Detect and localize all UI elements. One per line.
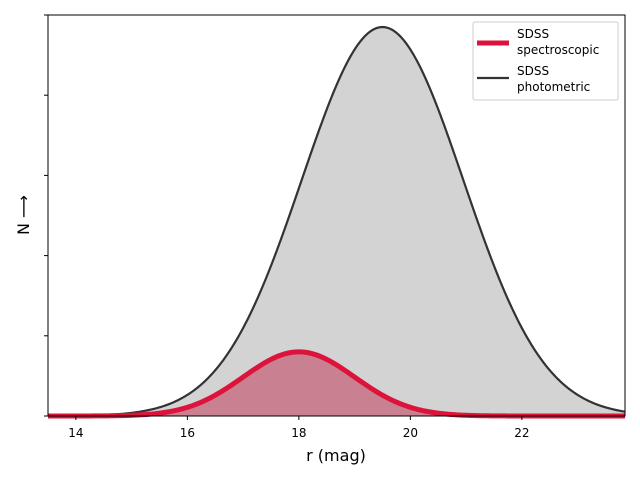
series-fill-photometric [48,27,625,417]
series-fill-spectroscopic [48,351,625,416]
series-fills [48,27,625,417]
x-tick-label: 20 [403,426,418,440]
x-tick-label: 22 [514,426,529,440]
plot-frame [47,14,626,417]
x-tick-label: 18 [291,426,306,440]
legend-label-photometric-line1: SDSS [517,64,549,78]
x-tick-label: 16 [180,426,195,440]
legend: SDSS spectroscopic SDSS photometric [472,21,619,101]
x-axis-ticks: 14 16 18 20 22 [68,416,530,440]
series-line-photometric [47,25,626,418]
legend-box [472,21,619,101]
x-axis-label: r (mag) [306,446,366,465]
legend-label-photometric-line2: photometric [517,80,590,94]
legend-label-spectroscopic-line2: spectroscopic [517,43,599,57]
y-axis-ticks [44,14,48,417]
x-tick-label: 14 [68,426,83,440]
legend-label-spectroscopic-line1: SDSS [517,27,549,41]
y-axis-label: N ⟶ [14,195,33,235]
